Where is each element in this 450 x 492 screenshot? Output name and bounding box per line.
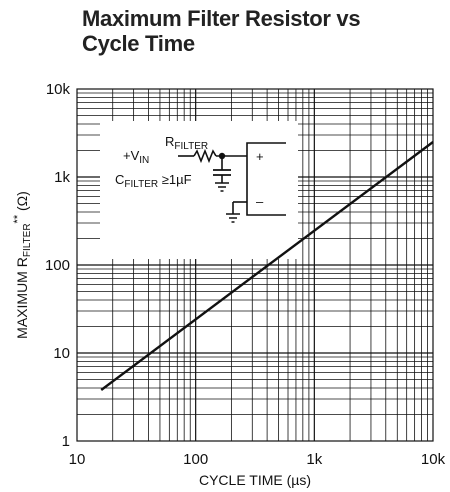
x-tick-label: 1k (306, 451, 322, 468)
x-tick-label: 100 (183, 451, 208, 468)
r-filter-main: R (165, 134, 174, 149)
plus-sign: + (256, 149, 264, 164)
minus-sign: – (256, 194, 264, 209)
y-label-sup: ** (12, 214, 24, 223)
series-line (100, 141, 434, 391)
r-filter-label: RFILTER (165, 134, 208, 152)
x-tick-label: 10 (69, 451, 86, 468)
c-filter-post: ≥1µF (158, 172, 191, 187)
inset-background (100, 121, 298, 259)
chart-title-line1: Maximum Filter Resistor vs (82, 6, 361, 31)
vin-main: +V (123, 148, 140, 163)
y-tick-label: 100 (45, 257, 70, 274)
vin-label: +VIN (123, 148, 149, 166)
y-tick-labels: 1 10 100 1k 10k (45, 81, 71, 450)
y-label-pre: MAXIMUM R (14, 257, 30, 339)
c-filter-sub: FILTER (124, 179, 158, 190)
y-tick-label: 10 (53, 345, 70, 362)
c-filter-main: C (115, 172, 124, 187)
inset-schematic: RFILTER +VIN CFILTER ≥1µF + – (100, 121, 298, 259)
y-tick-label: 1 (62, 433, 70, 450)
chart-title-line2: Cycle Time (82, 31, 195, 56)
resistor-symbol (193, 148, 217, 164)
x-tick-label: 10k (421, 451, 446, 468)
c-filter-label: CFILTER ≥1µF (115, 172, 192, 190)
x-tick-labels: 10 100 1k 10k (69, 451, 446, 468)
y-label-post: (Ω) (14, 191, 30, 215)
comparator-body (246, 142, 286, 216)
y-tick-label: 10k (46, 81, 71, 98)
chart-title: Maximum Filter Resistor vs Cycle Time (82, 6, 422, 56)
y-axis-label: MAXIMUM RFILTER** (Ω) (12, 191, 33, 339)
vin-sub: IN (139, 155, 149, 166)
y-tick-label: 1k (54, 169, 70, 186)
x-axis-label: CYCLE TIME (µs) (199, 472, 311, 488)
r-filter-sub: FILTER (174, 141, 208, 152)
plot-frame (76, 88, 434, 442)
y-label-sub: FILTER (22, 223, 33, 257)
